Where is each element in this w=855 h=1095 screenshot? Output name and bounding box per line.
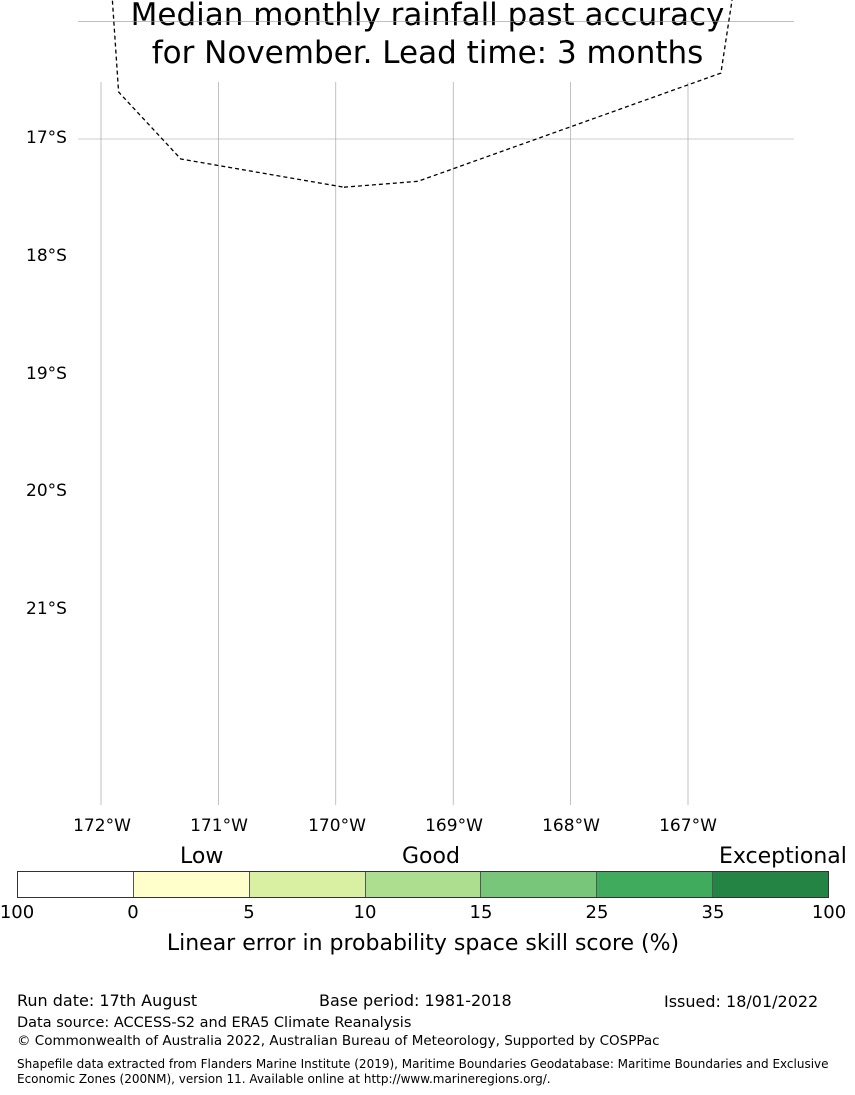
colorbar-tick: 0	[127, 902, 139, 923]
colorbar-tick: 35	[701, 902, 725, 923]
colorbar-tick: 25	[585, 902, 609, 923]
colorbar-segment	[133, 872, 250, 897]
colorbar-tick: 10	[353, 902, 377, 923]
lat-label-18s: 18°S	[26, 246, 67, 266]
colorbar-tick: 100	[811, 902, 847, 923]
colorbar-segment	[713, 872, 829, 897]
lon-label-172w: 172°W	[73, 816, 131, 836]
lat-label-20s: 20°S	[26, 481, 67, 501]
run-date: Run date: 17th August	[17, 991, 198, 1010]
base-period: Base period: 1981-2018	[319, 991, 512, 1010]
colorbar-tick: 5	[243, 902, 255, 923]
map-canvas	[78, 0, 794, 805]
lat-label-17s: 17°S	[26, 128, 67, 148]
data-source: Data source: ACCESS-S2 and ERA5 Climate …	[17, 1015, 412, 1031]
colorbar-segment	[597, 872, 714, 897]
colorbar-segment	[249, 872, 366, 897]
colorbar-segment	[18, 872, 134, 897]
lon-label-167w: 167°W	[659, 816, 717, 836]
lat-label-19s: 19°S	[26, 364, 67, 384]
category-exceptional: Exceptional	[719, 844, 847, 869]
lon-label-171w: 171°W	[190, 816, 248, 836]
lon-label-170w: 170°W	[308, 816, 366, 836]
colorbar-tick: 100	[0, 902, 35, 923]
title-line-2: for November. Lead time: 3 months	[151, 35, 704, 71]
lon-label-169w: 169°W	[425, 816, 483, 836]
lat-label-21s: 21°S	[26, 599, 67, 619]
copyright-notice: © Commonwealth of Australia 2022, Austra…	[17, 1033, 660, 1049]
colorbar-segment	[481, 872, 598, 897]
colorbar-segment	[365, 872, 482, 897]
colorbar	[17, 871, 829, 898]
eez-boundary	[111, 0, 733, 188]
category-good: Good	[402, 844, 460, 869]
graticule	[78, 21, 794, 805]
issued-date: Issued: 18/01/2022	[664, 992, 819, 1011]
lon-label-168w: 168°W	[542, 816, 600, 836]
shapefile-credit: Shapefile data extracted from Flanders M…	[17, 1057, 829, 1086]
colorbar-axis-label: Linear error in probability space skill …	[166, 931, 680, 956]
title-line-1: Median monthly rainfall past accuracy	[130, 0, 725, 33]
category-low: Low	[180, 844, 224, 869]
colorbar-tick: 15	[469, 902, 493, 923]
map-title: Median monthly rainfall past accuracy fo…	[0, 0, 855, 72]
